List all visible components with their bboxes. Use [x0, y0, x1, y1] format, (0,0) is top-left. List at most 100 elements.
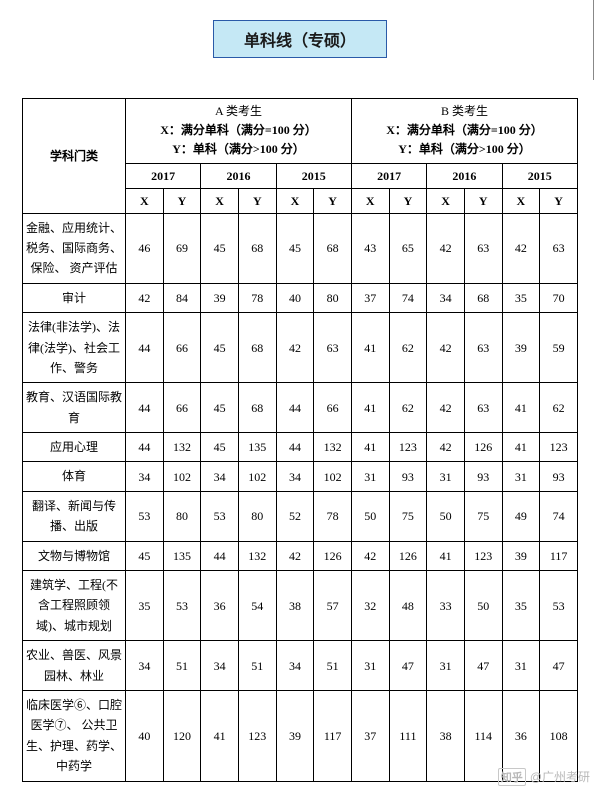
value-cell: 50 [351, 491, 389, 541]
value-cell: 44 [126, 433, 164, 462]
value-cell: 66 [163, 383, 201, 433]
value-cell: 111 [389, 690, 427, 781]
value-cell: 80 [163, 491, 201, 541]
group-b-liney: Y：单科（满分>100 分） [354, 140, 575, 159]
value-cell: 41 [351, 313, 389, 383]
value-cell: 35 [502, 571, 540, 641]
value-cell: 32 [351, 571, 389, 641]
value-cell: 74 [389, 283, 427, 312]
value-cell: 45 [201, 383, 239, 433]
value-cell: 68 [464, 283, 502, 312]
value-cell: 41 [201, 690, 239, 781]
value-cell: 66 [163, 313, 201, 383]
value-cell: 57 [314, 571, 352, 641]
value-cell: 65 [389, 213, 427, 283]
value-cell: 47 [464, 641, 502, 691]
value-cell: 52 [276, 491, 314, 541]
value-cell: 68 [238, 213, 276, 283]
value-cell: 126 [389, 541, 427, 570]
value-cell: 35 [126, 571, 164, 641]
value-cell: 38 [427, 690, 465, 781]
subject-cell: 教育、汉语国际教育 [23, 383, 126, 433]
value-cell: 75 [389, 491, 427, 541]
value-cell: 68 [238, 383, 276, 433]
subject-cell: 金融、应用统计、税务、国际商务、保险、 资产评估 [23, 213, 126, 283]
value-cell: 34 [201, 641, 239, 691]
value-cell: 45 [201, 313, 239, 383]
value-cell: 42 [126, 283, 164, 312]
value-cell: 31 [427, 462, 465, 491]
value-cell: 53 [126, 491, 164, 541]
watermark-author: @广州考研 [530, 768, 590, 785]
value-cell: 31 [351, 462, 389, 491]
subject-cell: 农业、兽医、风景园林、林业 [23, 641, 126, 691]
value-cell: 123 [464, 541, 502, 570]
xy-header: Y [163, 188, 201, 213]
value-cell: 45 [276, 213, 314, 283]
year-header: 2016 [427, 163, 502, 188]
value-cell: 42 [427, 213, 465, 283]
value-cell: 63 [464, 213, 502, 283]
value-cell: 102 [163, 462, 201, 491]
value-cell: 68 [314, 213, 352, 283]
value-cell: 39 [201, 283, 239, 312]
subject-cell: 体育 [23, 462, 126, 491]
value-cell: 41 [427, 541, 465, 570]
group-b-header: B 类考生 X：满分单科（满分=100 分） Y：单科（满分>100 分） [351, 99, 577, 164]
group-a-title: A 类考生 [128, 102, 349, 121]
value-cell: 66 [314, 383, 352, 433]
value-cell: 69 [163, 213, 201, 283]
value-cell: 39 [276, 690, 314, 781]
subject-cell: 审计 [23, 283, 126, 312]
value-cell: 93 [540, 462, 578, 491]
value-cell: 117 [540, 541, 578, 570]
value-cell: 78 [238, 283, 276, 312]
value-cell: 41 [502, 433, 540, 462]
value-cell: 39 [502, 541, 540, 570]
value-cell: 54 [238, 571, 276, 641]
value-cell: 75 [464, 491, 502, 541]
value-cell: 41 [351, 383, 389, 433]
value-cell: 45 [201, 213, 239, 283]
year-header: 2016 [201, 163, 276, 188]
value-cell: 68 [238, 313, 276, 383]
value-cell: 42 [276, 541, 314, 570]
year-header: 2017 [126, 163, 201, 188]
value-cell: 37 [351, 690, 389, 781]
year-header: 2017 [351, 163, 426, 188]
value-cell: 31 [502, 462, 540, 491]
value-cell: 114 [464, 690, 502, 781]
value-cell: 34 [427, 283, 465, 312]
table-row: 临床医学⑥、口腔医学⑦、 公共卫生、护理、药学、中药学401204112339 1… [23, 690, 578, 781]
value-cell: 84 [163, 283, 201, 312]
value-cell: 33 [427, 571, 465, 641]
group-b-linex: X：满分单科（满分=100 分） [354, 121, 575, 140]
value-cell: 44 [201, 541, 239, 570]
value-cell: 47 [389, 641, 427, 691]
subject-cell: 建筑学、工程(不含工程照顾领域)、城市规划 [23, 571, 126, 641]
value-cell: 45 [126, 541, 164, 570]
decorative-vline [593, 0, 594, 80]
group-a-header: A 类考生 X：满分单科（满分=100 分） Y：单科（满分>100 分） [126, 99, 352, 164]
table-row: 应用心理441324513544132411234212641123 [23, 433, 578, 462]
xy-header: Y [464, 188, 502, 213]
value-cell: 63 [464, 313, 502, 383]
value-cell: 80 [314, 283, 352, 312]
value-cell: 126 [314, 541, 352, 570]
value-cell: 123 [540, 433, 578, 462]
value-cell: 36 [201, 571, 239, 641]
value-cell: 40 [126, 690, 164, 781]
xy-header: Y [238, 188, 276, 213]
value-cell: 42 [427, 433, 465, 462]
value-cell: 43 [351, 213, 389, 283]
value-cell: 120 [163, 690, 201, 781]
table-body: 金融、应用统计、税务、国际商务、保险、 资产评估4669456845684365… [23, 213, 578, 781]
subject-cell: 临床医学⑥、口腔医学⑦、 公共卫生、护理、药学、中药学 [23, 690, 126, 781]
value-cell: 62 [540, 383, 578, 433]
value-cell: 35 [502, 283, 540, 312]
value-cell: 135 [163, 541, 201, 570]
value-cell: 50 [427, 491, 465, 541]
value-cell: 123 [238, 690, 276, 781]
value-cell: 93 [464, 462, 502, 491]
table-row: 建筑学、工程(不含工程照顾领域)、城市规划3553365438573248335… [23, 571, 578, 641]
